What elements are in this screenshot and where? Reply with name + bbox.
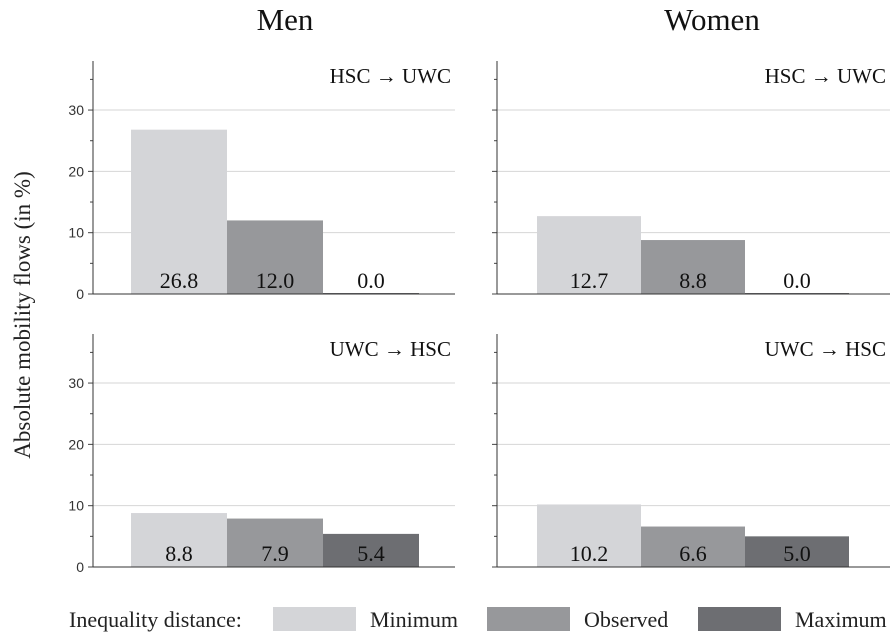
panels: 0 10 20 30 26.8 12.0 0.0 HSC → UWC 12.7 8.8 0.0 HSC…	[68, 61, 890, 575]
legend-label: Minimum	[370, 607, 458, 632]
y-tick-label: 10	[68, 498, 84, 514]
bar-value-label: 6.6	[679, 541, 707, 566]
bar-observed	[641, 240, 745, 294]
column-title-women: Women	[664, 2, 760, 37]
legend: Inequality distance: Minimum Observed Maxi…	[69, 607, 887, 632]
y-tick-label: 10	[68, 225, 84, 241]
bar-value-label: 12.0	[256, 268, 295, 293]
panel-men-uwc-hsc: 0 10 20 30 8.8 7.9 5.4 UWC → HSC	[68, 334, 455, 575]
panel-label: HSC → UWC	[765, 64, 886, 88]
panel-women-uwc-hsc: 10.2 6.6 5.0 UWC → HSC	[492, 334, 890, 568]
bar-observed	[227, 518, 323, 567]
y-tick-label: 0	[76, 286, 84, 302]
legend-title: Inequality distance:	[69, 607, 242, 632]
legend-entry-maximum: Maximum	[698, 607, 887, 632]
legend-label: Maximum	[795, 607, 887, 632]
legend-swatch	[487, 607, 570, 631]
bar-maximum	[745, 536, 849, 567]
panel-label: UWC → HSC	[330, 337, 451, 361]
bar-observed	[641, 526, 745, 567]
y-tick-label: 20	[68, 163, 84, 179]
legend-entry-observed: Observed	[487, 607, 668, 632]
legend-swatch	[273, 607, 356, 631]
y-tick-label: 30	[68, 102, 84, 118]
bar-value-label: 8.8	[679, 268, 707, 293]
legend-entry-minimum: Minimum	[273, 607, 458, 632]
legend-swatch	[698, 607, 781, 631]
legend-label: Observed	[584, 607, 668, 632]
bar-value-label: 0.0	[357, 268, 385, 293]
panel-women-hsc-uwc: 12.7 8.8 0.0 HSC → UWC	[492, 61, 890, 295]
bar-minimum	[537, 216, 641, 294]
column-title-men: Men	[257, 2, 314, 37]
y-tick-label: 20	[68, 436, 84, 452]
panel-label: UWC → HSC	[765, 337, 886, 361]
bar-value-label: 5.0	[783, 541, 811, 566]
bar-value-label: 12.7	[570, 268, 609, 293]
bar-minimum	[537, 504, 641, 567]
bar-minimum	[131, 513, 227, 567]
bar-value-label: 5.4	[357, 541, 385, 566]
bar-maximum	[323, 533, 419, 567]
bar-value-label: 7.9	[261, 541, 289, 566]
panel-men-hsc-uwc: 0 10 20 30 26.8 12.0 0.0 HSC → UWC	[68, 61, 455, 302]
y-axis-label: Absolute mobility flows (in %)	[10, 171, 35, 458]
y-tick-label: 30	[68, 375, 84, 391]
bar-observed	[227, 220, 323, 294]
panel-label: HSC → UWC	[330, 64, 451, 88]
bar-value-label: 8.8	[165, 541, 193, 566]
bar-value-label: 26.8	[160, 268, 199, 293]
bar-value-label: 10.2	[570, 541, 609, 566]
bar-value-label: 0.0	[783, 268, 811, 293]
y-tick-label: 0	[76, 559, 84, 575]
bar-minimum	[131, 129, 227, 294]
